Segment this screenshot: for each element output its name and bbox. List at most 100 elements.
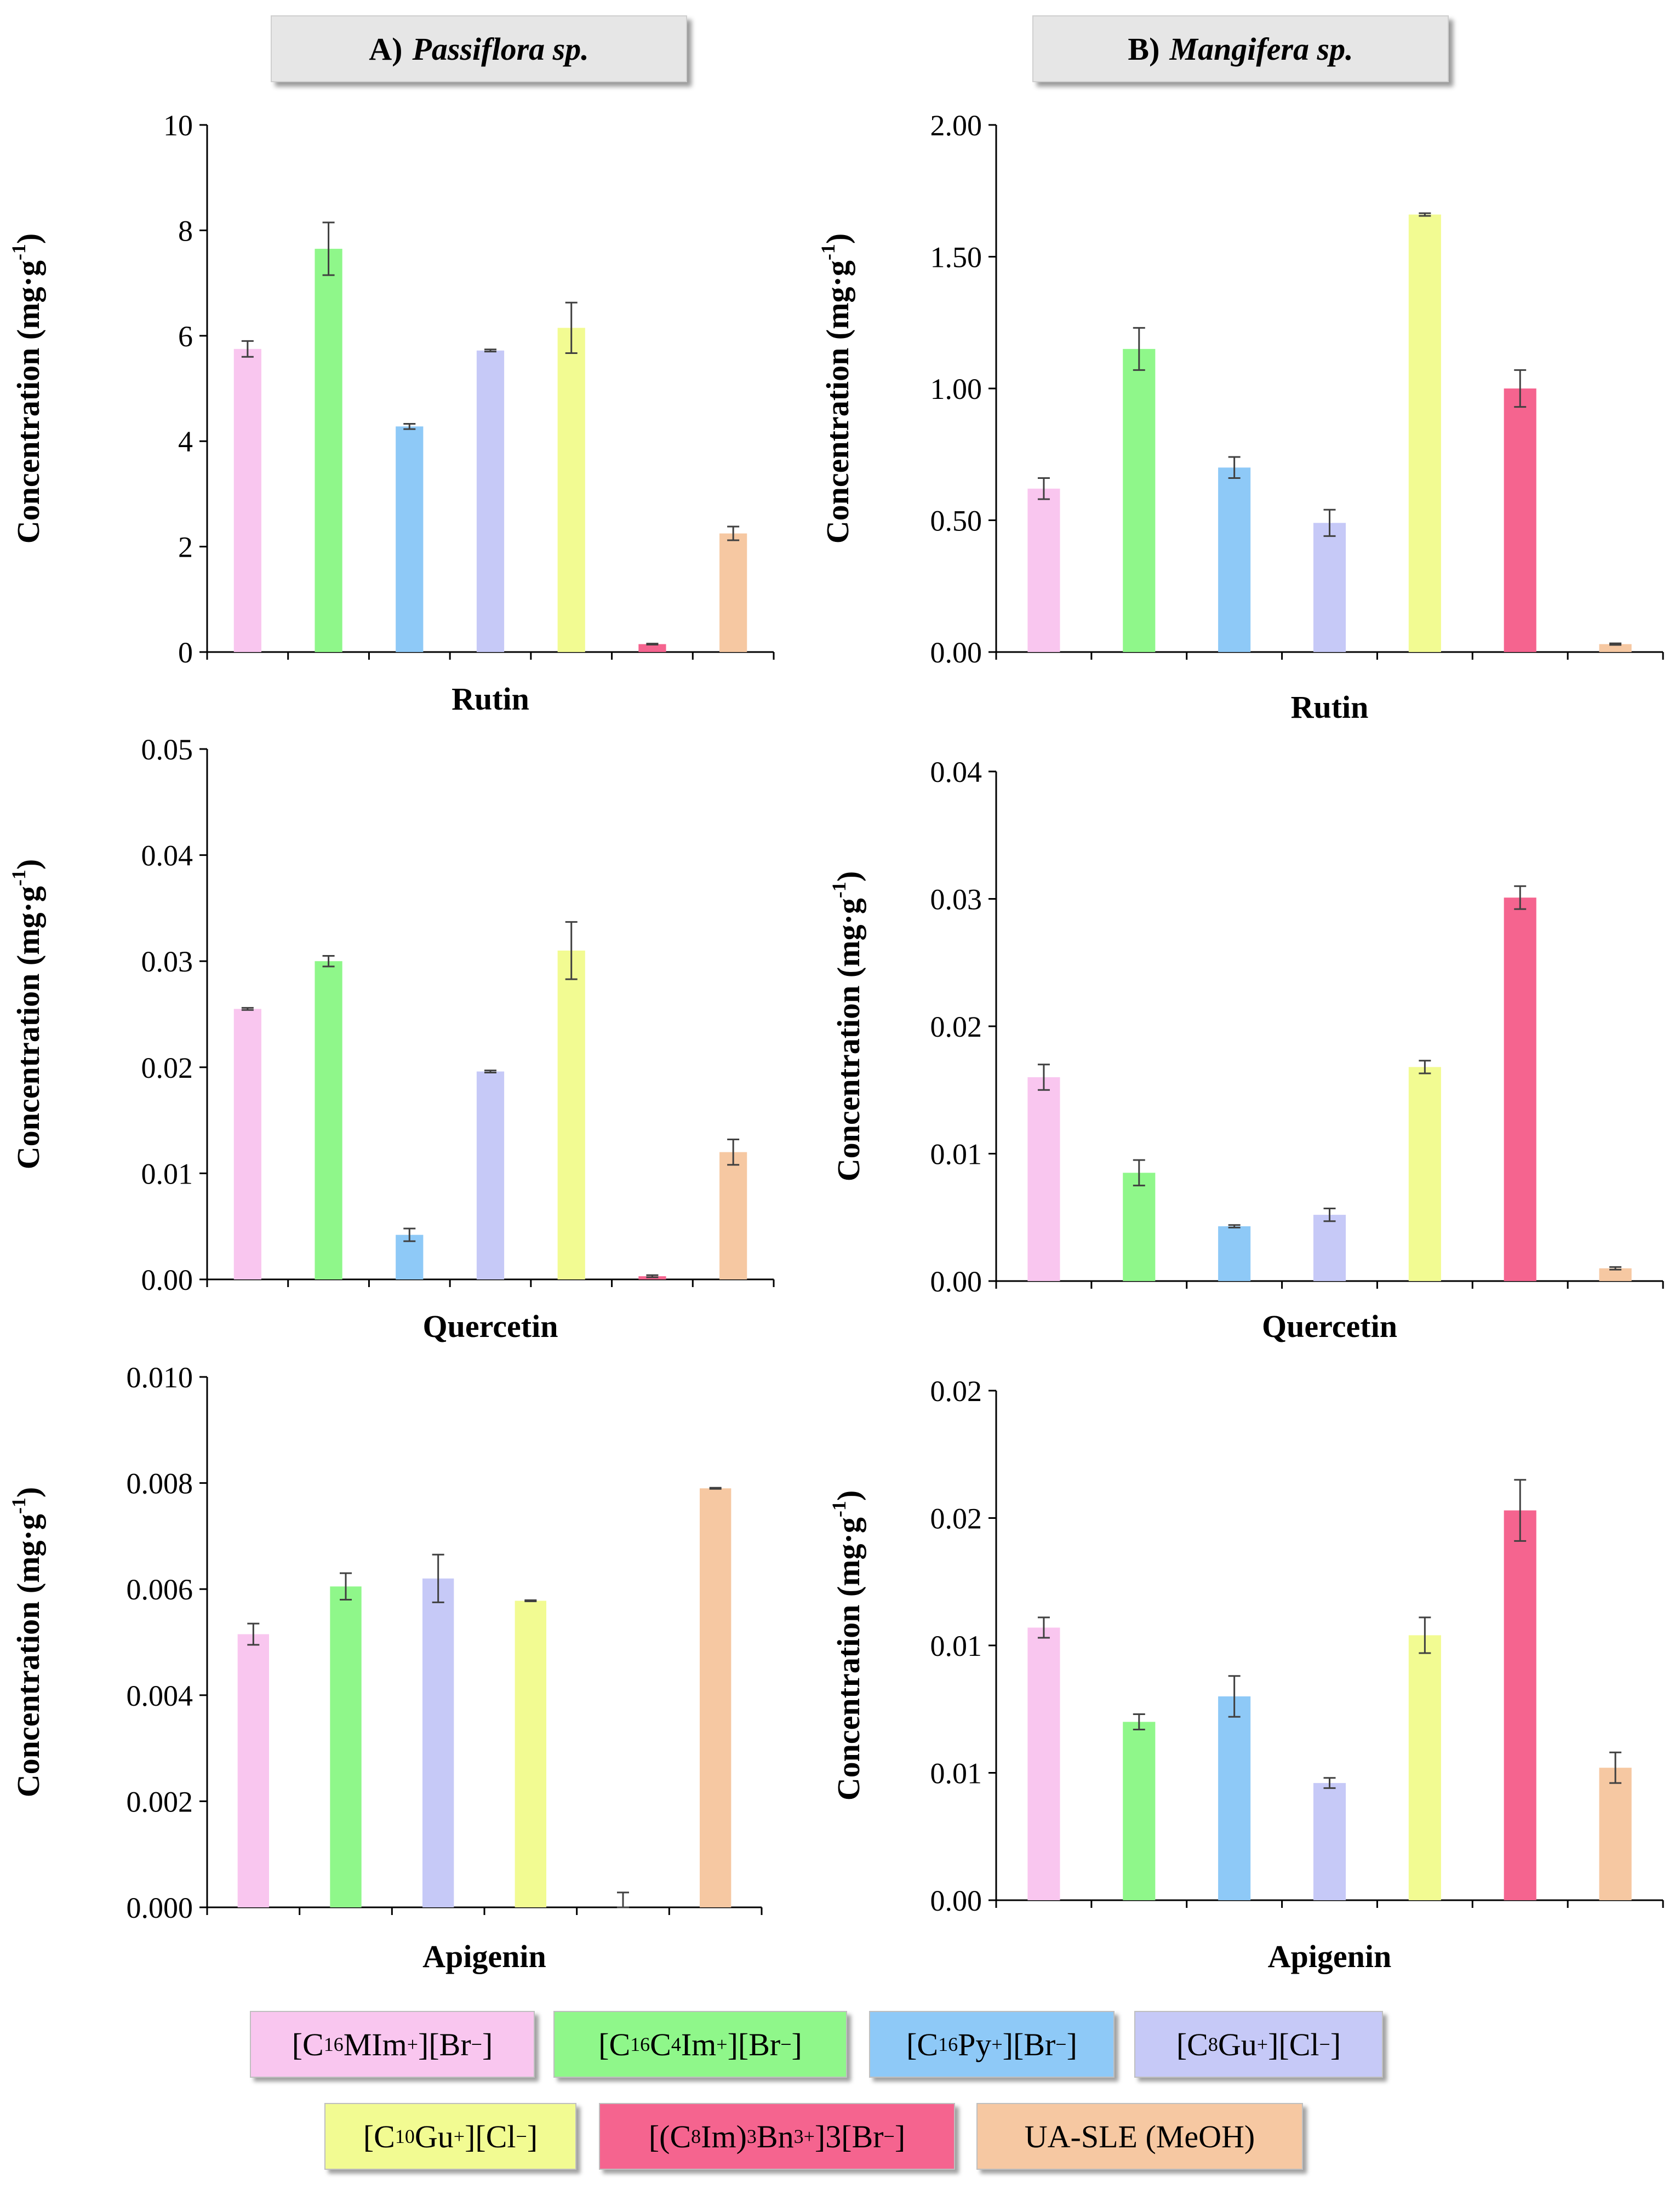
legend-item-4: [C 8 Gu +][Cl −]: [1134, 2011, 1383, 2078]
panel-a-header: A) Passiflora sp.: [271, 15, 687, 82]
bar-2: [315, 249, 342, 652]
y-tick-label: 0.010: [127, 1361, 193, 1394]
bar-4: [476, 1071, 505, 1279]
bar-7: [719, 1152, 747, 1279]
legend-item-6: [(C 8 Im) 3 Bn 3+]3[Br −]: [599, 2103, 955, 2170]
y-tick-label: 0.00: [930, 1884, 982, 1917]
bar-5: [557, 328, 585, 652]
y-tick-label: 2: [178, 531, 193, 564]
x-axis-title: Quercetin: [423, 1308, 558, 1344]
bar-6: [1504, 388, 1536, 652]
y-tick-label: 0.000: [127, 1891, 193, 1924]
bar-6: [1504, 898, 1536, 1281]
y-tick-label: 0.01: [930, 1138, 982, 1171]
y-axis-title: Concentration (mg·g-1): [817, 233, 855, 544]
y-tick-label: 1.50: [930, 241, 982, 274]
y-tick-label: 8: [178, 214, 193, 247]
bar-7: [1599, 1768, 1632, 1900]
panel-b-header: B) Mangifera sp.: [1032, 15, 1449, 82]
legend-item-2: [C 16 C 4 Im +][Br −]: [553, 2011, 847, 2078]
y-tick-label: 10: [163, 109, 193, 142]
bar-6: [699, 1488, 732, 1907]
y-tick-label: 1.00: [930, 373, 982, 405]
y-tick-label: 0.01: [930, 1630, 982, 1662]
chart-A-quercetin: 0.00 0.01 0.02 0.03 0.04 0.05 Quercetin Concent…: [8, 733, 775, 1344]
bar-1: [233, 1009, 261, 1279]
y-tick-label: 0.04: [930, 756, 982, 788]
bar-2: [1123, 1173, 1156, 1281]
chart-A-rutin: 0 2 4 6 8 10 Rutin Concentration (mg·g-1): [8, 109, 775, 717]
chart-B-rutin: 0.00 0.50 1.00 1.50 2.00 Rutin Concentration (…: [817, 109, 1664, 725]
bar-7: [1599, 644, 1632, 652]
y-axis-title: Concentration (mg·g-1): [828, 1490, 866, 1800]
y-tick-label: 0.002: [127, 1785, 193, 1818]
chart-B-apigenin: 0.00 0.01 0.01 0.02 0.02 Apigenin Concentratio…: [828, 1375, 1664, 1974]
bar-7: [1599, 1268, 1632, 1281]
y-tick-label: 0.00: [141, 1264, 193, 1296]
y-axis-title: Concentration (mg·g-1): [8, 233, 46, 544]
y-axis-title: Concentration (mg·g-1): [8, 1487, 46, 1797]
bar-1: [1027, 1077, 1060, 1281]
legend: [C 16 MIm +][Br −] [C 16 C 4 Im +][Br −] [C 16 Py +][Br…: [0, 2000, 1680, 2195]
bar-3: [1218, 1696, 1251, 1900]
x-axis-title: Rutin: [1291, 689, 1369, 725]
bar-5: [1408, 214, 1441, 652]
y-tick-label: 0.03: [141, 945, 193, 978]
y-tick-label: 4: [178, 425, 193, 458]
bar-5: [1408, 1067, 1441, 1281]
bar-6: [638, 644, 666, 652]
bar-7: [719, 533, 747, 652]
bar-2: [315, 961, 342, 1279]
y-tick-label: 0.02: [930, 1010, 982, 1043]
legend-item-7: UA-SLE (MeOH): [976, 2103, 1303, 2170]
bar-6: [1504, 1510, 1536, 1900]
bar-5: [1408, 1635, 1441, 1900]
bar-3: [396, 426, 424, 652]
bar-4: [1313, 523, 1346, 652]
chart-A-apigenin: 0.000 0.002 0.004 0.006 0.008 0.010 Apigenin Co…: [8, 1361, 763, 1974]
y-tick-label: 6: [178, 320, 193, 353]
bar-4: [476, 350, 505, 652]
y-tick-label: 0.02: [930, 1502, 982, 1535]
y-tick-label: 0.00: [930, 636, 982, 669]
bar-2: [330, 1586, 362, 1907]
y-tick-label: 0.004: [127, 1679, 193, 1712]
bar-1: [1027, 488, 1060, 652]
bar-5: [557, 950, 585, 1279]
bar-1: [237, 1634, 270, 1907]
legend-item-3: [C 16 Py +][Br −]: [869, 2011, 1115, 2078]
y-tick-label: 0.01: [141, 1157, 193, 1190]
bar-4: [1313, 1783, 1346, 1900]
bar-2: [1123, 348, 1156, 652]
y-tick-label: 0.006: [127, 1573, 193, 1606]
bar-2: [1123, 1722, 1156, 1900]
y-tick-label: 0.50: [930, 505, 982, 538]
y-tick-label: 0.00: [930, 1265, 982, 1298]
panel-b-species: Mangifera sp.: [1169, 31, 1353, 67]
panel-a-species: Passiflora sp.: [412, 31, 589, 67]
y-tick-label: 0.008: [127, 1467, 193, 1500]
y-tick-label: 0.02: [930, 1375, 982, 1408]
legend-item-1: [C 16 MIm +][Br −]: [250, 2011, 535, 2078]
bar-1: [233, 348, 261, 652]
y-tick-label: 0.02: [141, 1051, 193, 1084]
y-tick-label: 0.03: [930, 883, 982, 916]
x-axis-title: Quercetin: [1262, 1308, 1397, 1344]
panel-a-prefix: A): [369, 31, 403, 67]
y-axis-title: Concentration (mg·g-1): [828, 871, 866, 1181]
y-tick-label: 0.05: [141, 733, 193, 766]
bar-3: [396, 1234, 424, 1279]
x-axis-title: Rutin: [452, 681, 529, 717]
chart-B-quercetin: 0.00 0.01 0.02 0.03 0.04 Quercetin Concentrati…: [828, 756, 1664, 1344]
x-axis-title: Apigenin: [422, 1939, 546, 1974]
y-tick-label: 0.01: [930, 1757, 982, 1790]
legend-item-5: [C 10 Gu +][Cl −]: [324, 2103, 576, 2170]
y-axis-title: Concentration (mg·g-1): [8, 859, 46, 1169]
y-tick-label: 0.04: [141, 839, 193, 872]
bar-3: [422, 1578, 454, 1907]
bar-4: [515, 1600, 547, 1907]
bar-1: [1027, 1627, 1060, 1900]
y-tick-label: 0: [178, 636, 193, 669]
